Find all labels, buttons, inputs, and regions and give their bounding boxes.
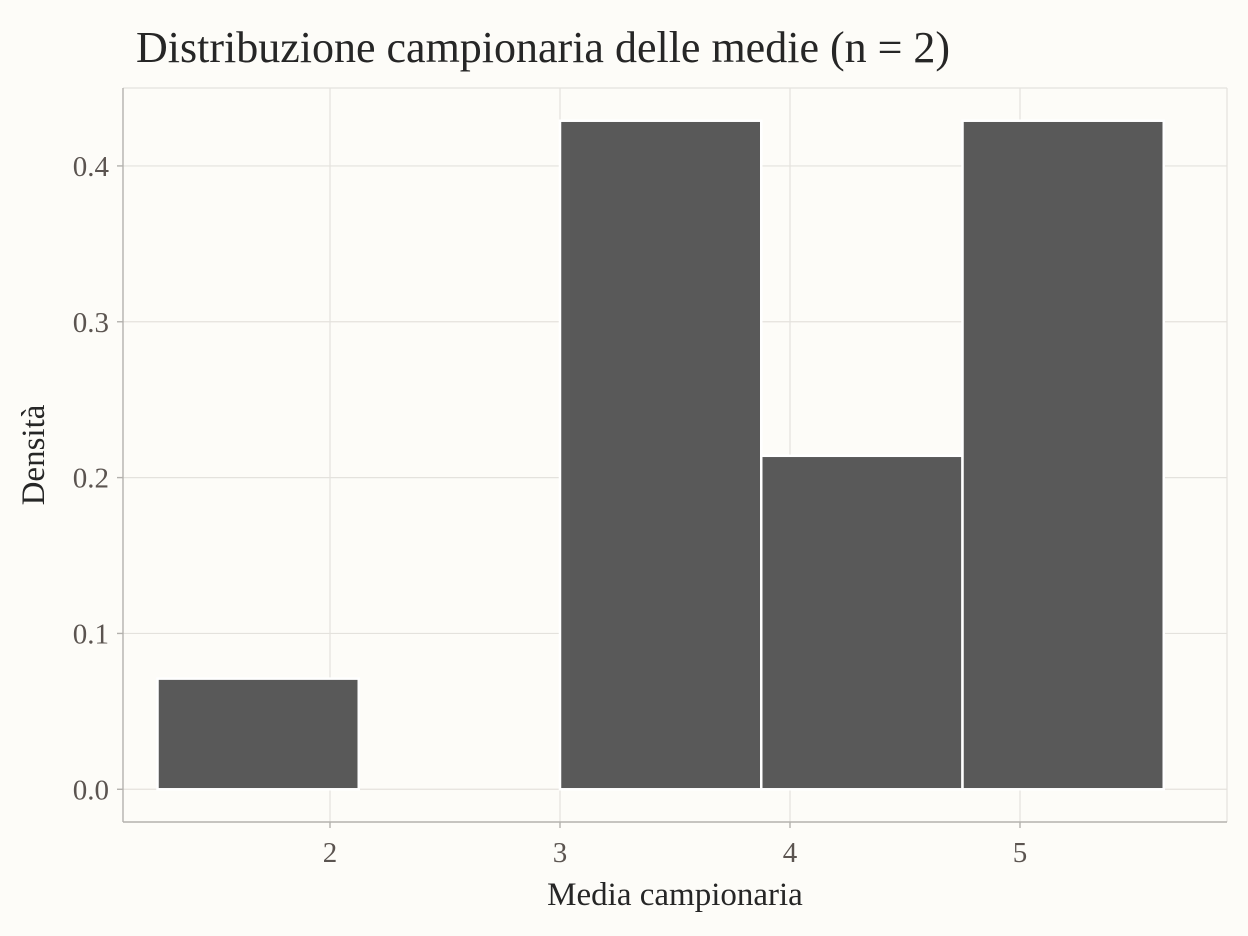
histogram-bar-5 [961, 119, 1165, 791]
histogram-bar-1 [156, 677, 360, 791]
axes [122, 88, 1227, 823]
histogram-bars [156, 119, 1165, 791]
y-tick-labels: 0.0 0.1 0.2 0.3 0.4 [73, 151, 123, 806]
histogram-bar-3 [558, 119, 763, 791]
y-tick-label: 0.3 [73, 307, 109, 339]
y-tick-label: 0.4 [73, 151, 110, 183]
x-tick-label: 3 [553, 837, 568, 869]
x-tick-label: 2 [323, 837, 338, 869]
histogram-bar-4 [760, 454, 964, 791]
x-tick-label: 4 [783, 837, 798, 869]
chart-title: Distribuzione campionaria delle medie (n… [136, 23, 950, 72]
y-tick-label: 0.1 [73, 618, 109, 650]
x-axis-title: Media campionaria [547, 877, 803, 913]
x-tick-label: 5 [1013, 837, 1028, 869]
x-tick-labels: 2 3 4 5 [323, 822, 1028, 869]
y-tick-label: 0.0 [73, 774, 109, 806]
y-axis-title: Densità [16, 404, 52, 505]
y-tick-label: 0.2 [73, 463, 109, 495]
